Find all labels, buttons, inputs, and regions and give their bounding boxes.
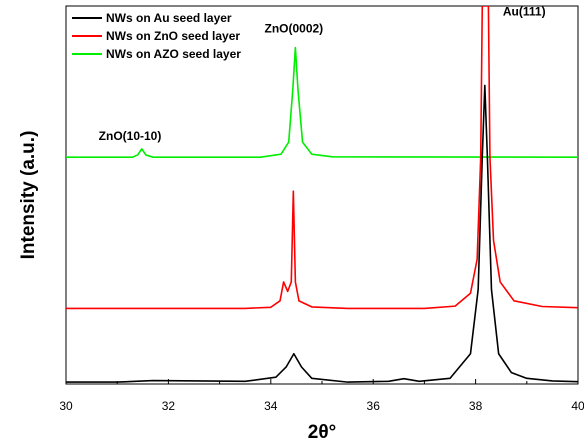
x-tick-label: 36 xyxy=(367,399,381,413)
x-tick-label: 30 xyxy=(59,399,73,413)
series-line-2 xyxy=(66,46,578,158)
peak-label: ZnO(0002) xyxy=(264,21,323,35)
legend-label: NWs on Au seed layer xyxy=(106,11,232,25)
x-tick-label: 32 xyxy=(162,399,176,413)
series-line-1 xyxy=(66,6,578,310)
x-tick-label: 38 xyxy=(469,399,483,413)
x-tick-label: 40 xyxy=(571,399,584,413)
series-line-0 xyxy=(66,84,578,383)
legend-label: NWs on ZnO seed layer xyxy=(106,29,240,43)
y-axis-label: Intensity (a.u.) xyxy=(18,131,39,260)
peak-label: Au(111) xyxy=(503,4,546,18)
peak-annotations: ZnO(10-10) ZnO(0002) Au(111) xyxy=(99,4,546,143)
x-axis-ticks: 30 32 34 36 38 40 xyxy=(59,379,584,413)
legend-label: NWs on AZO seed layer xyxy=(106,47,241,61)
x-axis-label: 2θ° xyxy=(308,422,336,443)
peak-label: ZnO(10-10) xyxy=(99,129,162,143)
series-layer xyxy=(66,6,578,383)
legend: NWs on Au seed layer NWs on ZnO seed laye… xyxy=(72,11,241,61)
x-tick-label: 34 xyxy=(264,399,278,413)
